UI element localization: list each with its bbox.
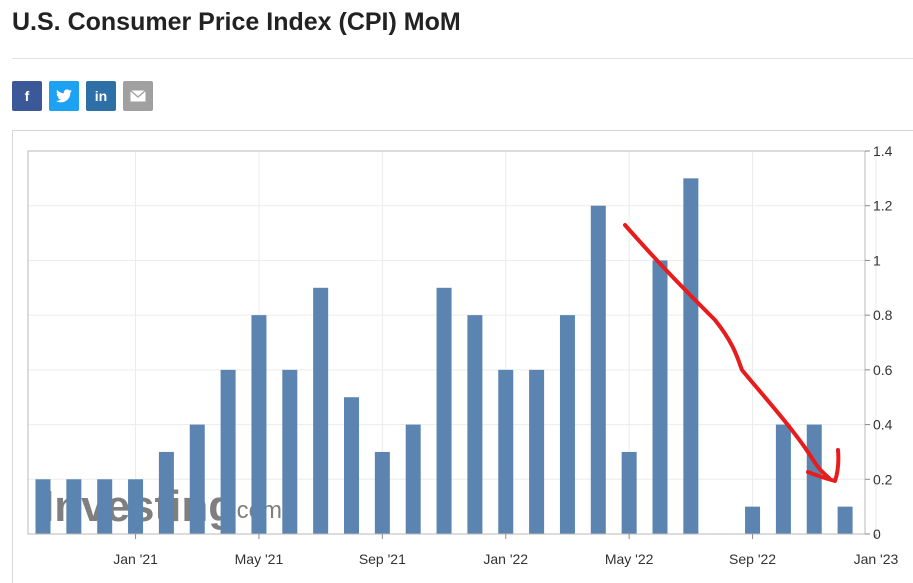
linkedin-share-button[interactable]: in (86, 81, 116, 111)
bar (652, 260, 668, 534)
bar (498, 369, 514, 534)
y-tick-label: 1.4 (873, 143, 893, 159)
y-tick-label: 0.6 (873, 362, 893, 378)
bar (775, 424, 791, 534)
bar (128, 479, 144, 534)
page-title: U.S. Consumer Price Index (CPI) MoM (12, 8, 461, 36)
bar (529, 369, 545, 534)
facebook-icon: f (24, 88, 30, 104)
x-tick-label: May '21 (235, 551, 284, 567)
linkedin-icon: in (94, 88, 108, 104)
y-tick-label: 0.4 (873, 417, 893, 433)
email-share-button[interactable] (123, 81, 153, 111)
grid-lines (28, 150, 877, 535)
title-divider (12, 58, 913, 59)
x-axis: Jan '21 May '21 Sep '21 Jan '22 May '22 Sep '… (113, 534, 899, 567)
bar (344, 397, 359, 534)
bars (35, 178, 853, 534)
x-tick-label: Jan '22 (483, 551, 528, 567)
bar (282, 369, 298, 534)
plot-border (27, 150, 866, 535)
x-tick-label: Sep '22 (729, 551, 776, 567)
y-tick-label: 1 (873, 252, 881, 268)
bar (467, 315, 483, 534)
x-tick-label: Jan '21 (113, 551, 158, 567)
y-tick-label: 1.2 (873, 198, 893, 214)
email-icon (130, 90, 146, 102)
facebook-share-button[interactable]: f (12, 81, 42, 111)
bar (559, 315, 575, 534)
bar (313, 287, 329, 534)
plot-frame (27, 150, 866, 535)
bar (683, 178, 699, 534)
bar (590, 205, 606, 534)
bar (806, 424, 822, 534)
bar (374, 451, 390, 534)
hand-drawn-downtrend-arrow (623, 223, 841, 483)
x-tick-label: Jan '23 (854, 551, 899, 567)
bar (405, 424, 421, 534)
bar (158, 451, 174, 534)
bar (621, 451, 637, 534)
twitter-share-button[interactable] (49, 81, 79, 111)
y-tick-label: 0 (873, 526, 881, 542)
bar (436, 287, 452, 534)
y-tick-label: 0.8 (873, 307, 893, 323)
bar (189, 424, 205, 534)
y-axis: 0 0.2 0.4 0.6 0.8 1 1.2 1.4 (865, 143, 893, 542)
share-bar: f in (12, 81, 153, 111)
bar (837, 506, 853, 534)
x-tick-label: Sep '21 (359, 551, 406, 567)
bar (745, 506, 761, 534)
bar (251, 315, 267, 534)
y-tick-label: 0.2 (873, 471, 893, 487)
bar (97, 479, 113, 534)
bar (66, 479, 82, 534)
twitter-icon (56, 89, 72, 103)
bar (35, 479, 51, 534)
bar (220, 369, 236, 534)
chart-container (12, 130, 913, 583)
x-tick-label: May '22 (605, 551, 654, 567)
